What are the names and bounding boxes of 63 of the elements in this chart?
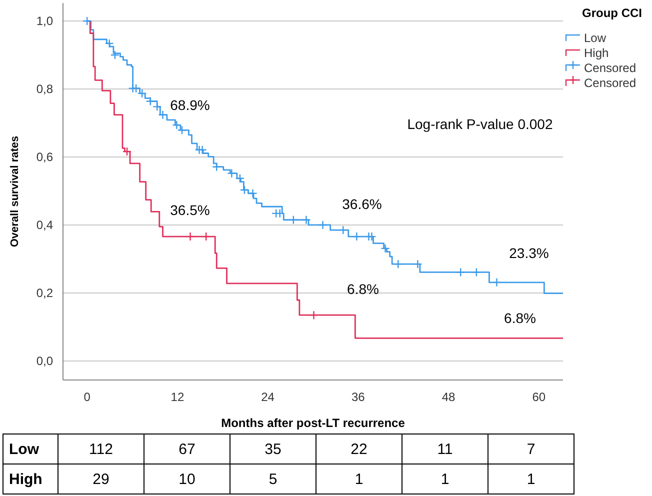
data-label: 1 (354, 471, 364, 488)
point (413, 259, 422, 269)
point (309, 310, 318, 320)
point (302, 215, 311, 224)
data-label: 5 (268, 471, 278, 488)
point (158, 110, 168, 120)
point (275, 208, 284, 218)
annotation: 36.5% (170, 202, 210, 218)
point (186, 232, 195, 242)
legend-label: Censored (584, 61, 636, 75)
annotation: Log-rank P-value 0.002 (407, 116, 553, 132)
x-axis-title: Months after post-LT recurrence (221, 416, 406, 430)
point (235, 174, 245, 184)
data-label: 22 (350, 441, 368, 458)
point (248, 188, 258, 198)
point (318, 220, 328, 230)
y-tick-label: 0,6 (36, 150, 54, 164)
point (122, 146, 132, 156)
point (104, 38, 114, 48)
point (227, 168, 236, 178)
legend-label: Low (584, 31, 606, 45)
y-tick-label: 0,2 (36, 286, 54, 300)
legend-label: Censored (584, 76, 636, 90)
point (472, 268, 482, 277)
x-tick-label: 0 (84, 390, 91, 404)
data-label: 112 (89, 441, 113, 458)
annotation: 23.3% (509, 245, 549, 261)
point (338, 225, 348, 235)
annotation: 68.9% (170, 97, 210, 113)
point (288, 215, 298, 224)
y-tick-label: 0,8 (36, 82, 54, 96)
annotation: 6.8% (347, 281, 379, 297)
point (201, 232, 211, 242)
y-tick-label: 1,0 (36, 14, 54, 28)
data-label: 1 (440, 471, 450, 488)
data-label: 35 (264, 441, 282, 458)
annotation: 6.8% (504, 310, 536, 326)
legend-label: High (584, 46, 609, 60)
point (82, 16, 92, 26)
annotation: 36.6% (342, 196, 382, 212)
point (110, 50, 120, 60)
data-label: 67 (178, 441, 196, 458)
x-tick-label: 60 (532, 390, 546, 404)
data-label: 7 (526, 441, 536, 458)
legend-title: Group CCI (582, 6, 642, 20)
data-label: 29 (92, 471, 110, 488)
point (212, 162, 222, 172)
data-label: 10 (178, 471, 196, 488)
x-tick-label: 48 (442, 390, 456, 404)
point (367, 232, 376, 242)
point (198, 145, 207, 154)
point (240, 185, 250, 195)
y-tick-label: 0,4 (36, 218, 54, 232)
x-tick-label: 24 (261, 390, 275, 404)
x-tick-label: 36 (352, 390, 366, 404)
y-axis-title: Overall survival rates (9, 136, 21, 248)
point (492, 278, 502, 288)
data-label: 1 (526, 471, 536, 488)
point (380, 244, 390, 254)
data-label: 11 (437, 441, 453, 458)
x-tick-label: 12 (170, 390, 184, 404)
point (456, 268, 466, 277)
y-tick-label: 0,0 (36, 354, 54, 368)
